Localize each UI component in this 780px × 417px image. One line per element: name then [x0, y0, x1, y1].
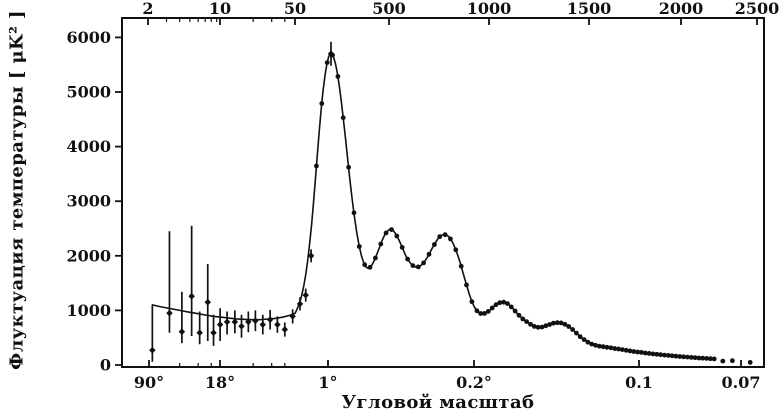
- svg-text:1°: 1°: [318, 373, 337, 392]
- y-axis-ticks: 0 1000 2000 3000 4000 5000 6000: [66, 28, 122, 375]
- svg-text:1500: 1500: [567, 0, 612, 18]
- svg-text:50: 50: [284, 0, 306, 18]
- svg-text:0.2°: 0.2°: [456, 373, 492, 392]
- axis-frame: [121, 17, 765, 368]
- svg-text:10: 10: [209, 0, 231, 18]
- bottom-axis-ticks: 90° 18° 1° 0.2° 0.1 0.07: [134, 360, 761, 392]
- svg-text:0.1: 0.1: [625, 373, 653, 392]
- svg-text:1000: 1000: [467, 0, 512, 18]
- error-bar-points: [149, 41, 335, 362]
- svg-text:0.07: 0.07: [722, 373, 761, 392]
- svg-text:500: 500: [372, 0, 405, 18]
- svg-text:3000: 3000: [66, 192, 111, 211]
- x-axis-title: Угловой масштаб: [341, 392, 535, 413]
- svg-text:0: 0: [100, 356, 111, 375]
- model-curve: [151, 53, 715, 360]
- svg-text:90°: 90°: [134, 373, 164, 392]
- data-dots: [314, 52, 753, 365]
- svg-text:6000: 6000: [66, 28, 111, 47]
- top-axis-ticks: 2 10 50 500 1000 1500 2000 2500: [142, 0, 779, 25]
- svg-text:1000: 1000: [66, 301, 111, 320]
- y-axis-title: Флуктуация температуры [ μK² ]: [6, 10, 28, 370]
- svg-text:2000: 2000: [66, 246, 111, 265]
- svg-text:18°: 18°: [205, 373, 235, 392]
- svg-text:5000: 5000: [66, 83, 111, 102]
- svg-text:2000: 2000: [659, 0, 704, 18]
- svg-text:2: 2: [142, 0, 153, 18]
- svg-text:2500: 2500: [735, 0, 780, 18]
- svg-text:4000: 4000: [66, 137, 111, 156]
